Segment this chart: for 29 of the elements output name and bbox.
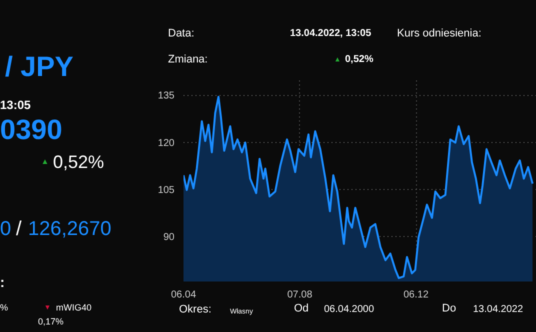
text: 0,17% [38, 316, 64, 326]
text: 0 [0, 218, 12, 240]
text: Do [442, 302, 456, 314]
y-tick-label: 90 [163, 232, 175, 243]
y-tick-label: 120 [158, 138, 175, 149]
text: : [0, 274, 5, 290]
text: 126,2670 [28, 218, 112, 240]
text: % [0, 302, 8, 312]
text: / [16, 218, 22, 240]
text: 13:05 [0, 98, 31, 112]
text: 0390 [0, 114, 62, 145]
text: mWIG40 [56, 302, 92, 312]
text: 13.04.2022 [473, 304, 524, 315]
text: Okres: [179, 304, 212, 316]
text: Zmiana: [168, 54, 208, 66]
text: 0,52% [345, 54, 374, 65]
x-tick-label: 06.04 [170, 290, 196, 300]
text: Od [294, 302, 309, 314]
y-tick-label: 105 [158, 184, 175, 196]
x-tick-label: 07.08 [287, 290, 313, 300]
text: Kurs odniesienia: [397, 28, 482, 40]
text: ▲ [41, 157, 49, 166]
text: 0,52% [53, 152, 104, 172]
text: 06.04.2000 [324, 304, 374, 315]
text: / JPY [5, 51, 74, 82]
y-tick-label: 135 [158, 90, 175, 102]
x-tick-label: 06.12 [404, 290, 429, 300]
text: Data: [168, 28, 194, 40]
text: 13.04.2022, 13:05 [290, 28, 372, 39]
